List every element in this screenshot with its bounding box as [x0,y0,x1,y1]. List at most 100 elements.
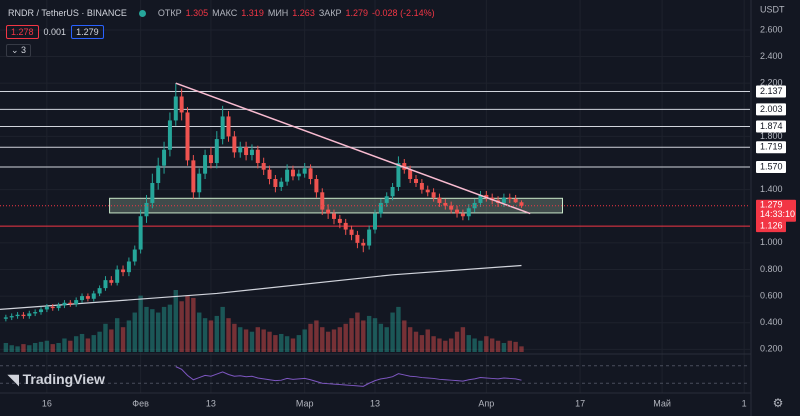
candle-body [144,202,149,217]
x-tick-label: 16 [42,398,52,408]
candle-body [97,288,102,294]
volume-bar [109,329,114,352]
volume-bar [249,331,255,352]
candle-body [121,269,126,273]
candle-body [156,165,161,183]
volume-bar [290,338,296,352]
candle-body [373,213,377,230]
candle-body [443,202,448,206]
x-tick-label: Мар [296,398,314,408]
candle-body [320,192,325,210]
y-tick-label: 2.400 [760,51,783,61]
volume-bar [156,312,161,352]
candle-body [507,197,512,199]
candle-body [62,302,67,306]
ohlc-value: 1.305 [185,8,209,18]
x-tick-label: 17 [575,398,585,408]
volume-bar [355,312,360,352]
volume-bar [407,327,413,352]
volume-bar [402,320,407,352]
volume-bar [261,329,266,352]
candle-body [414,178,419,183]
y-tick-label: 0.200 [760,344,783,354]
quotes: 1.278 0.001 1.279 [6,25,104,39]
ohlc-label: ЗАКР [318,8,342,18]
candle-body [349,229,354,235]
candle-body [126,261,131,273]
volume-bar [226,318,231,352]
volume-bar [343,323,348,352]
level-tag [756,103,786,116]
volume-bar [284,336,290,352]
candle-body [390,186,395,197]
volume-bar [390,312,395,352]
candle-body [56,305,61,309]
candle-body [3,317,8,319]
candle-body [484,194,489,198]
candle-body [33,312,38,314]
volume-bar [32,342,38,352]
candle-body [179,96,184,113]
ohlc-value: 1.279 [345,8,369,18]
volume-bar [472,338,477,352]
volume-bar [38,341,44,352]
change: -0.028 (-2.14%) [372,8,435,18]
y-tick-label: 1.800 [760,131,783,141]
volume-bar [308,323,313,352]
candle-body [21,314,26,317]
candle-body [367,229,372,246]
indicators-count: 3 [21,45,27,55]
candle-body [279,181,284,187]
x-tick-label: Фев [132,398,149,408]
volume-bar [144,306,149,352]
candle-body [273,178,278,187]
volume-bar [484,336,489,352]
y-tick-label: 0.600 [760,290,783,300]
candle-body [267,169,272,179]
candle-body [132,249,137,262]
support-tag [756,220,786,233]
ohlc-value: 1.319 [241,8,264,18]
volume-bar [507,340,512,352]
candle-body [232,136,237,153]
candle-body [103,280,108,289]
volume-bar [197,312,202,352]
volume-bar [331,329,337,352]
candle-body [261,163,266,170]
candle-body [80,296,85,301]
y-tick-label: 0.400 [760,317,783,327]
volume-bar [50,344,55,352]
candle-body [91,293,96,299]
volume-bar [396,306,401,352]
candle-body [437,197,442,203]
brand-name: TradingView [22,371,105,387]
candle-body [285,169,290,182]
settings-icon[interactable]: ⚙ [773,396,784,410]
candle-body [226,116,231,137]
y-tick-label: 1.400 [760,184,783,194]
candle-body [249,149,254,156]
volume-bar [302,329,307,352]
ohlc-label: МАКС [212,8,238,18]
volume-bar [267,331,272,352]
candle-body [326,209,331,214]
last-price-label: 1.279 [760,200,783,210]
level-tag [756,85,786,98]
support-label: 1.126 [760,220,783,230]
volume-bar [56,342,61,352]
level-label: 1.874 [760,121,783,131]
candle-body [384,196,389,203]
candle-body [185,112,190,161]
volume-bar [325,331,331,352]
symbol[interactable]: RNDR / TetherUS · BINANCE [8,8,127,18]
volume-bar [208,320,214,352]
volume-bar [519,346,524,352]
volume-bar [478,340,483,352]
candle-body [191,160,196,193]
buy-quote[interactable]: 1.279 [71,25,104,39]
candle-body [197,173,202,193]
volume-bar [460,327,466,352]
sell-quote[interactable]: 1.278 [6,25,39,39]
indicators-toggle[interactable]: ⌄ 3 [6,44,32,57]
